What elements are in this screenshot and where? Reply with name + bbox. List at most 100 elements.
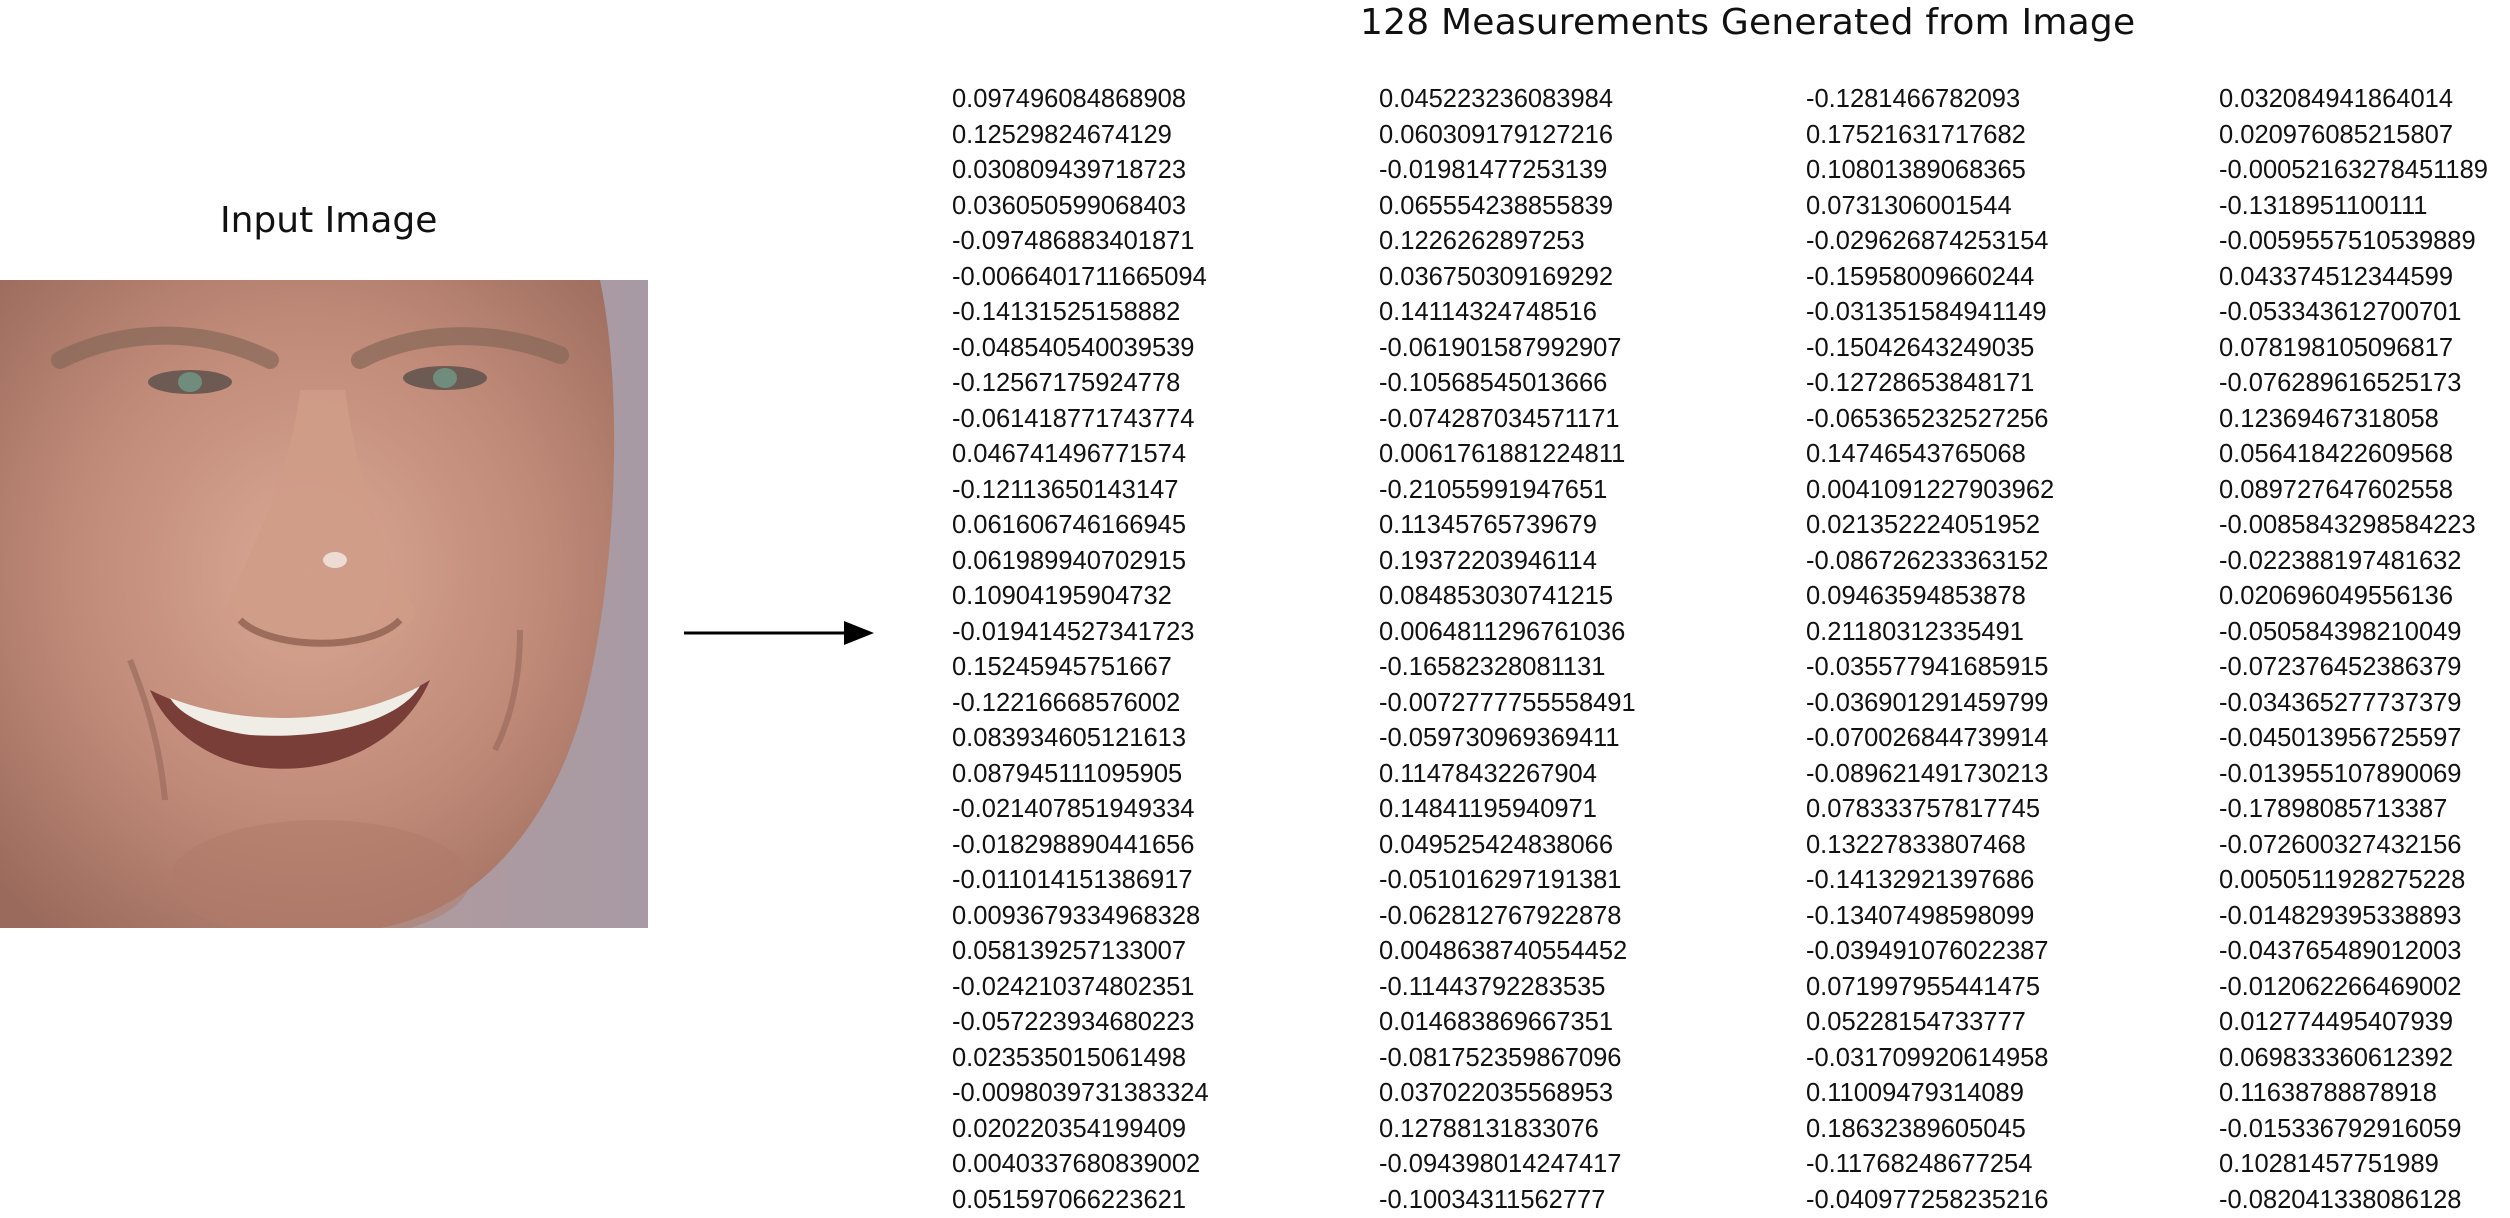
measurement-value: 0.078198105096817: [2219, 333, 2453, 362]
face-photo: [0, 280, 648, 928]
measurement-column-4: 0.032084941864014 0.020976085215807 -0.000…: [2219, 82, 2488, 1218]
measurement-value: 0.1226262897253: [1379, 227, 1585, 255]
measurement-value: 0.0061761881224811: [1379, 440, 1626, 468]
measurement-value: -0.040977258235216: [1806, 1185, 2049, 1214]
measurement-value: 0.020696049556136: [2219, 582, 2453, 610]
measurement-value: 0.14746543765068: [1806, 440, 2026, 468]
measurement-value: -0.081752359867096: [1379, 1043, 1622, 1072]
measurement-value: 0.078333757817745: [1806, 795, 2040, 823]
measurement-value: 0.0093679334968328: [952, 901, 1201, 930]
measurement-value: 0.087945111095905: [952, 759, 1183, 788]
measurement-value: 0.043374512344599: [2219, 262, 2453, 291]
measurement-value: -0.076289616525173: [2219, 369, 2462, 397]
measurement-value: -0.10568545013666: [1379, 369, 1608, 397]
measurement-value: -0.029626874253154: [1806, 227, 2049, 255]
measurement-value: -0.022388197481632: [2219, 546, 2462, 575]
measurement-value: 0.13227833807468: [1806, 830, 2026, 859]
measurement-value: -0.21055991947651: [1379, 475, 1608, 504]
measurement-value: 0.030809439718723: [952, 156, 1186, 184]
measurement-value: -0.15958009660244: [1806, 262, 2035, 291]
measurement-value: -0.0066401711665094: [952, 262, 1207, 291]
measurement-value: 0.014683869667351: [1379, 1008, 1613, 1036]
measurement-value: -0.053343612700701: [2219, 298, 2462, 326]
measurement-value: 0.14841195940971: [1379, 795, 1597, 823]
measurement-value: -0.015336792916059: [2219, 1114, 2462, 1143]
measurement-value: -0.10034311562777: [1379, 1185, 1606, 1214]
measurement-value: -0.1318951100111: [2219, 191, 2428, 220]
title: 128 Measurements Generated from Image: [1360, 2, 2136, 43]
measurement-value: 0.061606746166945: [952, 511, 1186, 539]
measurement-value: -0.019414527341723: [952, 617, 1195, 646]
measurement-value: 0.083934605121613: [952, 724, 1186, 752]
measurement-value: -0.050584398210049: [2219, 617, 2462, 646]
measurement-value: -0.061418771743774: [952, 404, 1195, 433]
arrow-right-icon: [684, 621, 874, 645]
measurement-value: 0.18632389605045: [1806, 1114, 2026, 1143]
measurement-value: 0.10801389068365: [1806, 156, 2026, 184]
measurement-value: -0.074287034571171: [1379, 404, 1620, 433]
measurement-value: 0.097496084868908: [952, 85, 1186, 113]
measurement-value: -0.057223934680223: [952, 1008, 1195, 1036]
measurement-value: -0.12216668576002: [952, 688, 1181, 717]
measurement-value: 0.0040337680839002: [952, 1150, 1201, 1178]
measurement-value: 0.046741496771574: [952, 440, 1186, 468]
measurement-value: -0.036901291459799: [1806, 688, 2049, 717]
measurement-value: 0.14114324748516: [1379, 298, 1597, 326]
measurement-value: 0.089727647602558: [2219, 475, 2453, 504]
measurement-value: -0.12567175924778: [952, 369, 1181, 397]
measurement-value: -0.065365232527256: [1806, 404, 2049, 433]
measurement-value: -0.12728653848171: [1806, 369, 2035, 397]
measurement-value: -0.048540540039539: [952, 333, 1195, 362]
measurement-value: -0.086726233363152: [1806, 546, 2049, 575]
measurement-value: 0.045223236083984: [1379, 85, 1613, 113]
measurement-value: 0.036750309169292: [1379, 262, 1613, 291]
measurement-value: 0.11009479314089: [1806, 1079, 2024, 1107]
measurement-value: -0.031351584941149: [1806, 298, 2047, 326]
measurement-value: 0.012774495407939: [2219, 1008, 2453, 1036]
measurement-value: 0.032084941864014: [2219, 85, 2453, 113]
measurement-value: 0.020220354199409: [952, 1114, 1186, 1143]
measurement-column-1: 0.097496084868908 0.12529824674129 0.03080…: [952, 82, 1209, 1218]
measurement-value: 0.10281457751989: [2219, 1150, 2439, 1178]
measurement-value: 0.11345765739679: [1379, 511, 1597, 539]
measurement-value: -0.018298890441656: [952, 830, 1195, 859]
measurement-value: -0.021407851949334: [952, 795, 1195, 823]
measurement-value: 0.11478432267904: [1379, 759, 1597, 788]
measurement-value: -0.031709920614958: [1806, 1043, 2049, 1072]
measurement-value: -0.0072777755558491: [1379, 688, 1636, 717]
measurement-value: -0.012062266469002: [2219, 972, 2462, 1001]
measurement-value: 0.084853030741215: [1379, 582, 1613, 610]
measurement-value: -0.0059557510539889: [2219, 227, 2476, 255]
measurement-value: -0.089621491730213: [1806, 759, 2049, 788]
measurement-value: -0.072600327432156: [2219, 830, 2462, 859]
input-image-label: Input Image: [220, 200, 438, 241]
measurement-value: -0.045013956725597: [2219, 724, 2462, 752]
measurement-value: -0.061901587992907: [1379, 333, 1622, 362]
measurement-value: 0.12788131833076: [1379, 1114, 1599, 1143]
measurement-value: -0.062812767922878: [1379, 901, 1622, 930]
measurement-value: 0.036050599068403: [952, 191, 1186, 220]
measurement-value: 0.0731306001544: [1806, 191, 2012, 220]
measurement-value: -0.014829395338893: [2219, 901, 2462, 930]
measurement-value: 0.060309179127216: [1379, 120, 1613, 149]
measurement-value: 0.15245945751667: [952, 653, 1172, 681]
measurement-value: -0.043765489012003: [2219, 937, 2462, 965]
measurement-value: 0.19372203946114: [1379, 546, 1597, 575]
measurement-value: -0.12113650143147: [952, 475, 1179, 504]
measurement-value: 0.0041091227903962: [1806, 475, 2055, 504]
measurement-value: -0.16582328081131: [1379, 653, 1606, 681]
measurement-value: -0.14131525158882: [952, 298, 1181, 326]
measurement-value: 0.049525424838066: [1379, 830, 1613, 859]
measurement-value: 0.065554238855839: [1379, 191, 1613, 220]
measurement-value: 0.021352224051952: [1806, 511, 2040, 539]
measurement-value: -0.1281466782093: [1806, 85, 2021, 113]
measurement-value: 0.17521631717682: [1806, 120, 2026, 149]
measurement-value: -0.039491076022387: [1806, 937, 2049, 965]
measurement-value: 0.11638788878918: [2219, 1079, 2437, 1107]
measurement-value: -0.13407498598099: [1806, 901, 2035, 930]
measurement-value: -0.00052163278451189: [2219, 156, 2488, 184]
measurement-value: 0.0064811296761036: [1379, 617, 1626, 646]
measurement-value: -0.11443792283535: [1379, 972, 1606, 1001]
measurement-value: 0.051597066223621: [952, 1185, 1186, 1214]
measurement-value: 0.069833360612392: [2219, 1043, 2453, 1072]
